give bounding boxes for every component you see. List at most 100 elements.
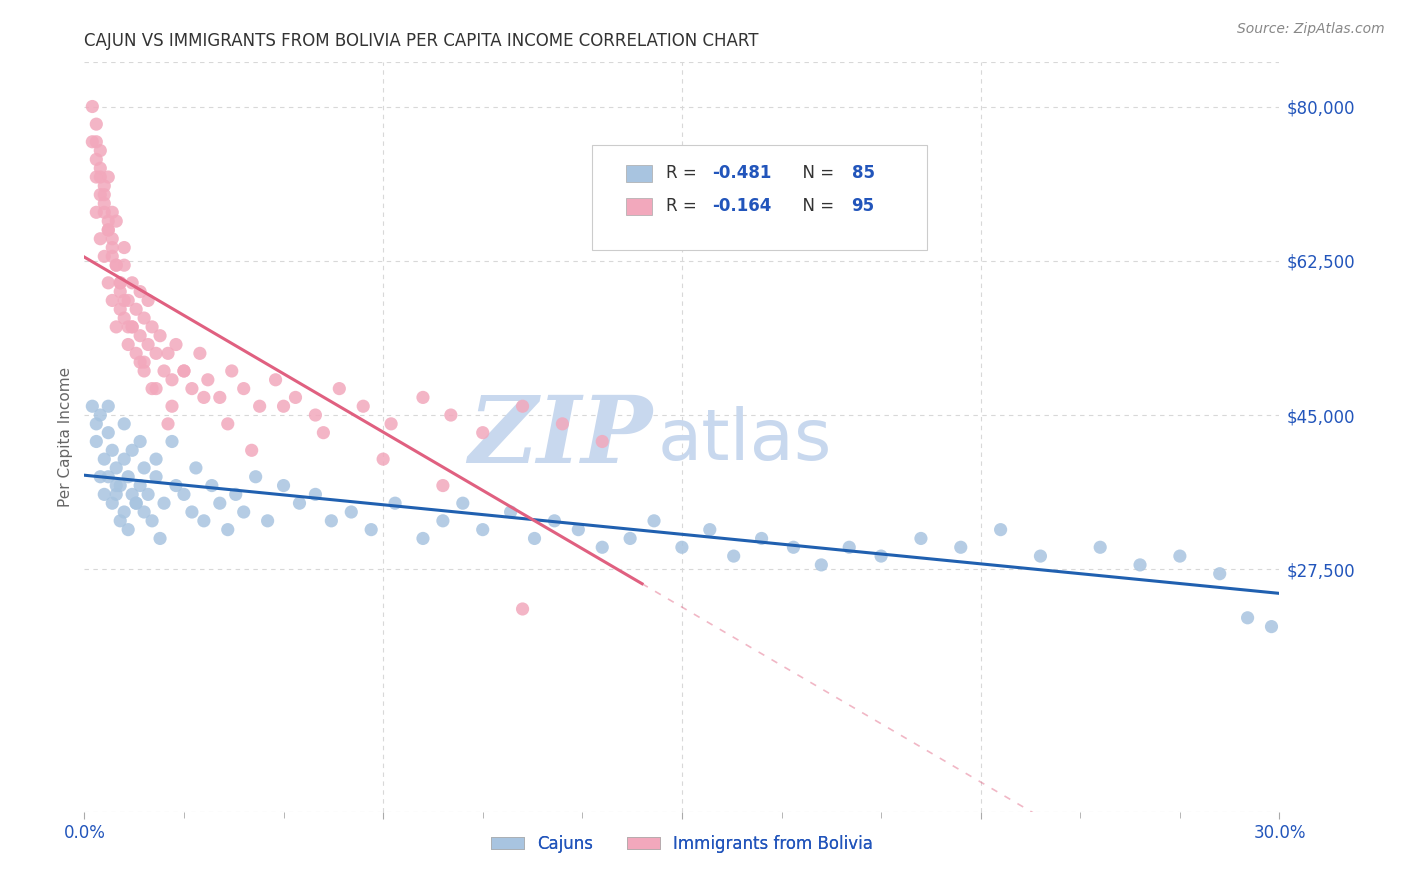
Point: [86, 153, 108, 167]
Point: [129, 434, 152, 449]
Point: [1209, 566, 1232, 581]
Point: [93, 487, 115, 501]
Point: [149, 328, 172, 343]
Point: [321, 514, 343, 528]
Point: [86, 417, 108, 431]
Point: [304, 408, 326, 422]
Point: [105, 461, 128, 475]
Point: [751, 532, 773, 546]
Point: [105, 258, 128, 272]
Point: [136, 487, 159, 501]
FancyBboxPatch shape: [592, 145, 927, 250]
Point: [97, 223, 120, 237]
Point: [97, 469, 120, 483]
Point: [221, 364, 243, 378]
Point: [284, 391, 307, 405]
Point: [112, 452, 135, 467]
Point: [89, 232, 111, 246]
Point: [101, 293, 124, 308]
Point: [304, 487, 326, 501]
Text: 95: 95: [852, 197, 875, 215]
Point: [105, 214, 128, 228]
Point: [1260, 619, 1282, 633]
Text: CAJUN VS IMMIGRANTS FROM BOLIVIA PER CAPITA INCOME CORRELATION CHART: CAJUN VS IMMIGRANTS FROM BOLIVIA PER CAP…: [84, 32, 759, 50]
Point: [145, 469, 167, 483]
Point: [110, 276, 132, 290]
Point: [125, 302, 148, 317]
Point: [149, 532, 172, 546]
Point: [591, 541, 613, 555]
Point: [125, 496, 148, 510]
Point: [256, 514, 278, 528]
Point: [181, 382, 204, 396]
Point: [160, 373, 183, 387]
Point: [245, 469, 267, 483]
Point: [1168, 549, 1191, 563]
Point: [97, 399, 120, 413]
Point: [440, 408, 463, 422]
Point: [910, 532, 932, 546]
Point: [86, 117, 108, 131]
Point: [89, 408, 111, 422]
Point: [89, 469, 111, 483]
Point: [117, 293, 139, 308]
Point: [512, 399, 534, 413]
Point: [1090, 541, 1112, 555]
Point: [93, 452, 115, 467]
Point: [97, 425, 120, 440]
Point: [838, 541, 860, 555]
Point: [101, 443, 124, 458]
Point: [173, 364, 195, 378]
Point: [105, 478, 128, 492]
Point: [86, 205, 108, 219]
Point: [264, 373, 287, 387]
Point: [232, 382, 254, 396]
Point: [380, 417, 402, 431]
Point: [157, 346, 180, 360]
Point: [82, 99, 104, 113]
Point: [1129, 558, 1152, 572]
Point: [543, 514, 565, 528]
Point: [136, 337, 159, 351]
Point: [197, 373, 219, 387]
Point: [1029, 549, 1052, 563]
Text: Source: ZipAtlas.com: Source: ZipAtlas.com: [1237, 22, 1385, 37]
Y-axis label: Per Capita Income: Per Capita Income: [58, 367, 73, 508]
Point: [699, 523, 721, 537]
Point: [360, 523, 382, 537]
Point: [86, 169, 108, 184]
Text: ZIP: ZIP: [468, 392, 652, 482]
Text: 85: 85: [852, 164, 875, 182]
Point: [451, 496, 474, 510]
Point: [145, 382, 167, 396]
Point: [121, 319, 143, 334]
Point: [432, 514, 454, 528]
Point: [117, 523, 139, 537]
Point: [93, 196, 115, 211]
Point: [101, 205, 124, 219]
Point: [567, 523, 589, 537]
Point: [153, 364, 176, 378]
Point: [89, 161, 111, 176]
Point: [132, 355, 156, 369]
Point: [86, 434, 108, 449]
Point: [193, 391, 215, 405]
Point: [112, 293, 135, 308]
Point: [121, 319, 143, 334]
Point: [112, 241, 135, 255]
Point: [949, 541, 972, 555]
Point: [153, 496, 176, 510]
Point: [105, 319, 128, 334]
Point: [101, 496, 124, 510]
Point: [82, 135, 104, 149]
Text: R =: R =: [666, 197, 703, 215]
Point: [193, 514, 215, 528]
Point: [125, 496, 148, 510]
Point: [141, 319, 163, 334]
Point: [165, 337, 187, 351]
Point: [136, 293, 159, 308]
Point: [112, 258, 135, 272]
Point: [671, 541, 693, 555]
Point: [110, 514, 132, 528]
Point: [129, 328, 152, 343]
